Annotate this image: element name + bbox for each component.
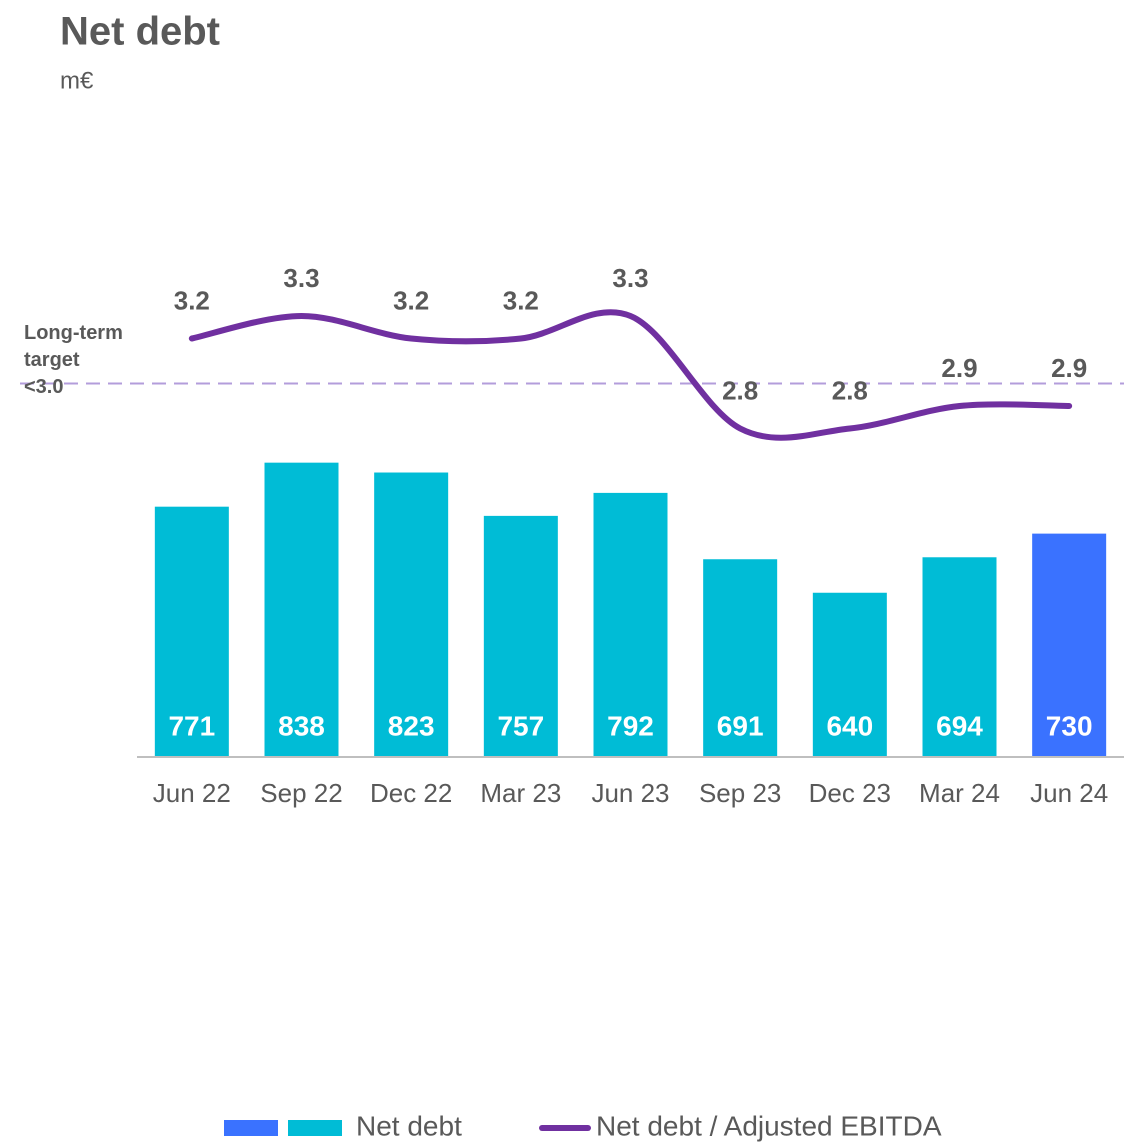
line [188,309,1073,441]
line-value-label: 2.9 [1051,353,1087,383]
line-value-label: 3.3 [612,263,648,293]
legend-label: Net debt / Adjusted EBITDA [596,1110,942,1141]
bar [264,462,339,757]
bar [483,515,558,757]
bar [812,592,887,757]
bar-value-label: 691 [717,710,764,741]
bar-value-label: 792 [607,710,654,741]
x-tick-label: Jun 24 [1030,778,1108,808]
bar-value-label: 823 [388,710,435,741]
target-label: Long-term [24,322,123,344]
legend-swatch [288,1120,342,1136]
bar [374,472,449,757]
x-tick-label: Sep 22 [260,778,342,808]
x-tick-label: Mar 23 [480,778,561,808]
x-tick-label: Dec 22 [370,778,452,808]
bar [703,559,778,757]
line-value-label: 2.9 [941,353,977,383]
legend-swatch [224,1120,278,1136]
x-tick-label: Mar 24 [919,778,1000,808]
legend-label: Net debt [356,1110,462,1141]
bar [593,492,668,757]
line-value-label: 3.3 [283,263,319,293]
bar [922,557,997,757]
line-value-label: 3.2 [503,285,539,315]
line-value-label: 2.8 [722,375,758,405]
line-value-label: 3.2 [174,285,210,315]
target-label: <3.0 [24,376,63,398]
bar [1032,533,1107,757]
chart-title: Net debt [60,10,220,54]
target-label: target [24,349,80,371]
line-value-label: 3.2 [393,285,429,315]
line-value-label: 2.8 [832,375,868,405]
x-tick-label: Jun 23 [591,778,669,808]
bar-value-label: 640 [826,710,873,741]
bar-value-label: 838 [278,710,325,741]
bar-value-label: 730 [1046,710,1093,741]
x-tick-label: Dec 23 [809,778,891,808]
bar-value-label: 757 [497,710,544,741]
bar-value-label: 771 [168,710,215,741]
bar [154,506,229,757]
chart-subtitle: m€ [60,67,94,94]
x-tick-label: Sep 23 [699,778,781,808]
x-tick-label: Jun 22 [153,778,231,808]
bar-value-label: 694 [936,710,983,741]
